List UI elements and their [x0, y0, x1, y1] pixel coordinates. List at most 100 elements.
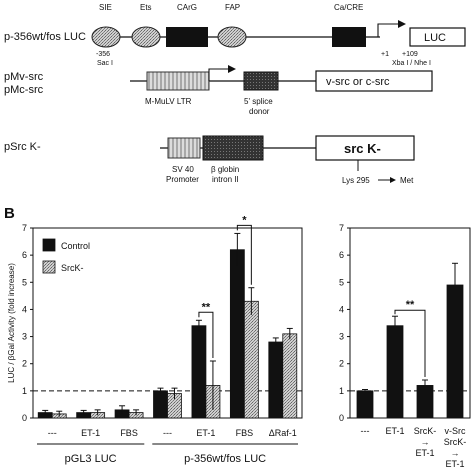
y-axis-label: LUC / βGal Activity (fold increase) — [7, 263, 16, 383]
ets-label: Ets — [140, 3, 152, 12]
y-tick-label: 7 — [22, 223, 27, 233]
construct-pmv-src: pMv-src pMc-src M-MuLV LTR 5' splice don… — [4, 65, 433, 116]
carg-label: CArG — [177, 3, 197, 12]
pos-plus1: +1 — [381, 51, 389, 58]
bar-control-6 — [268, 341, 284, 419]
bar-srck-5 — [243, 300, 259, 419]
bar-1 — [386, 325, 404, 419]
src-product-label: v-src or c-src — [326, 76, 390, 88]
xba-nhe-site: Xba I / Nhe I — [392, 60, 431, 67]
x-tick-label: ΔRaf-1 — [269, 428, 297, 438]
y-tick-label: 5 — [339, 277, 344, 287]
ca-cre-label: Ca/CRE — [334, 3, 363, 12]
sac-i-site: Sac I — [97, 60, 113, 67]
x-tick-label: FBS — [120, 428, 138, 438]
x-tick-label: ET-1 — [385, 426, 404, 436]
significance-label: ** — [202, 301, 211, 313]
x-tick-label: → — [421, 437, 430, 447]
y-tick-label: 5 — [22, 277, 27, 287]
bar-control-3 — [153, 390, 168, 419]
construct-psrc-k: pSrc K- SV 40 Promoter β globin intron I… — [4, 135, 415, 185]
transcription-start-arrow — [377, 23, 398, 37]
x-tick-label: ET-1 — [445, 459, 464, 469]
construct2-name-1: pMv-src — [4, 71, 44, 83]
plot-frame — [349, 227, 471, 419]
legend-swatch-1 — [42, 260, 56, 274]
src-k-label: src K- — [344, 141, 381, 156]
met-label: Met — [400, 176, 414, 185]
panel-b-label: B — [4, 205, 15, 222]
mmulv-ltr-label: M-MuLV LTR — [145, 97, 192, 106]
src-k-box — [315, 135, 415, 161]
sv40-promoter-box — [167, 137, 201, 159]
src-product-box — [315, 70, 433, 92]
construct3-name: pSrc K- — [4, 141, 41, 153]
y-tick-label: 2 — [339, 359, 344, 369]
ca-cre-element — [332, 27, 366, 47]
pos-plus109: +109 — [402, 51, 418, 58]
intron-label-2: intron II — [212, 175, 239, 184]
ets-element — [131, 26, 161, 48]
y-tick-label: 0 — [339, 413, 344, 423]
x-tick-label: --- — [361, 426, 370, 436]
splice-label-1: 5' splice — [244, 97, 273, 106]
x-tick-label: ET-1 — [81, 428, 100, 438]
bar-srck-6 — [282, 333, 298, 419]
beta-globin-intron-box — [202, 135, 264, 161]
ltr-promoter-arrow — [208, 68, 228, 81]
group-label-1: p-356wt/fos LUC — [184, 453, 266, 465]
splice-donor-box — [243, 71, 279, 91]
panel-a: p-356wt/fos LUC SIE Ets CArG FAP Ca/CRE … — [4, 3, 466, 185]
y-tick-label: 7 — [339, 223, 344, 233]
x-tick-label: SrcK- — [414, 426, 437, 436]
y-tick-label: 3 — [22, 332, 27, 342]
sv40-label-1: SV 40 — [172, 165, 194, 174]
bar-control-5 — [229, 249, 245, 419]
construct1-name: p-356wt/fos LUC — [4, 31, 86, 43]
sie-label: SIE — [99, 3, 112, 12]
x-tick-label: ET-1 — [415, 448, 434, 458]
sie-element — [91, 26, 121, 48]
carg-element — [166, 27, 208, 47]
luc-reporter-box — [409, 27, 466, 47]
y-tick-label: 2 — [22, 359, 27, 369]
y-tick-label: 6 — [339, 250, 344, 260]
legend-swatch-0 — [42, 238, 56, 252]
chart-left: LUC / βGal Activity (fold increase) 0 1 2 3… — [7, 214, 303, 465]
construct-p356wt-fos-luc: p-356wt/fos LUC SIE Ets CArG FAP Ca/CRE … — [4, 3, 466, 67]
legend-label-0: Control — [61, 241, 90, 251]
bar-control-4 — [191, 325, 207, 419]
fap-element — [217, 26, 247, 48]
significance-bracket — [394, 309, 426, 377]
y-tick-label: 6 — [22, 250, 27, 260]
y-tick-label: 4 — [339, 304, 344, 314]
y-tick-label: 4 — [22, 304, 27, 314]
bar-0 — [356, 390, 374, 419]
significance-label: ** — [406, 299, 415, 311]
x-tick-label: → — [451, 448, 460, 458]
pos-minus356: -356 — [96, 51, 110, 58]
splice-label-2: donor — [249, 107, 270, 116]
y-tick-label: 1 — [22, 386, 27, 396]
sv40-label-2: Promoter — [166, 175, 199, 184]
y-tick-label: 1 — [339, 386, 344, 396]
construct2-name-2: pMc-src — [4, 84, 44, 96]
x-tick-label: --- — [48, 428, 57, 438]
fap-label: FAP — [225, 3, 240, 12]
significance-label: * — [242, 214, 247, 226]
x-tick-label: --- — [163, 428, 172, 438]
x-tick-label: v-Src — [445, 426, 466, 436]
luc-reporter-label: LUC — [424, 32, 446, 44]
significance-bracket — [236, 224, 252, 285]
significance-bracket — [198, 311, 214, 358]
x-tick-label: FBS — [236, 428, 254, 438]
x-tick-label: ET-1 — [196, 428, 215, 438]
x-tick-label: SrcK- — [444, 437, 467, 447]
y-tick-label: 3 — [339, 332, 344, 342]
intron-label-1: β globin — [211, 165, 239, 174]
group-label-0: pGL3 LUC — [65, 453, 117, 465]
lys295-label: Lys 295 — [342, 176, 370, 185]
y-tick-label: 0 — [22, 413, 27, 423]
